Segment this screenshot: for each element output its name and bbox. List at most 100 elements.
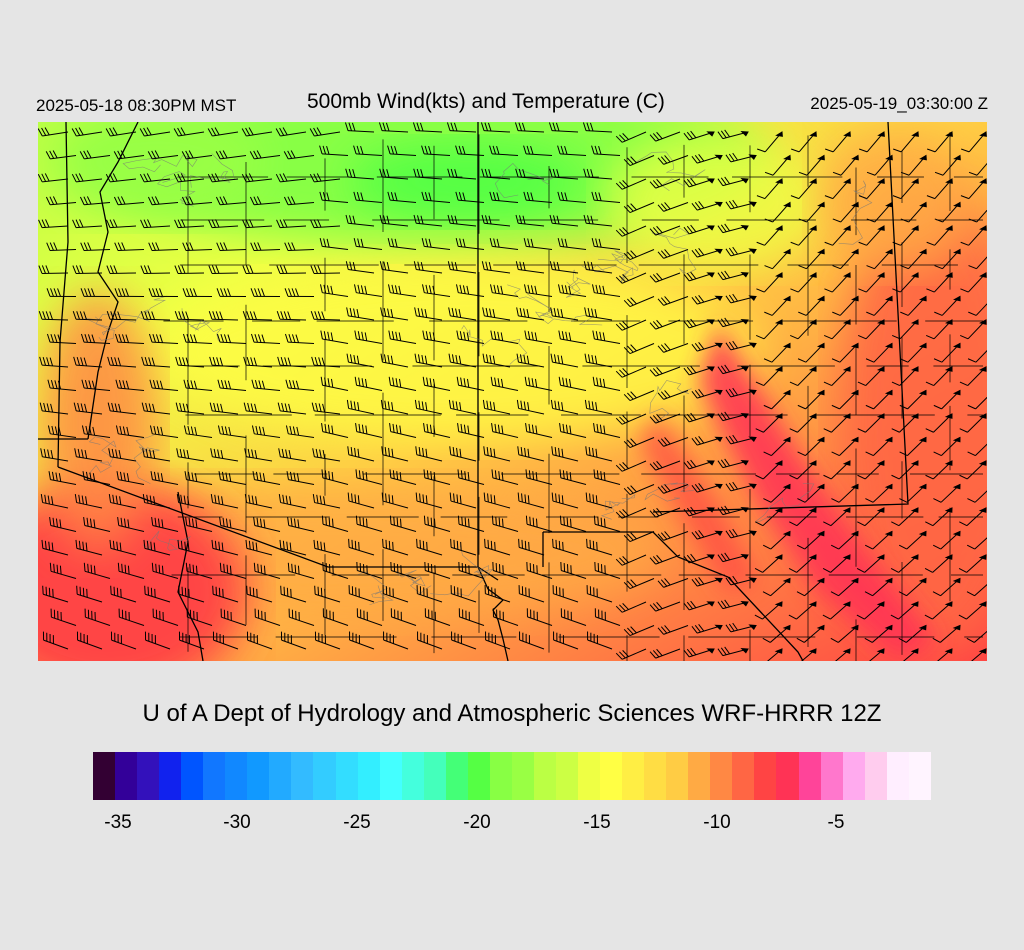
wind-barb (586, 538, 613, 556)
wind-barb (552, 538, 579, 556)
wind-barb (321, 469, 349, 485)
colorbar-swatch (445, 752, 468, 800)
wind-barb (657, 343, 689, 353)
colorbar-swatch (203, 752, 226, 800)
wind-barb (691, 435, 723, 446)
wind-barb (824, 272, 851, 293)
colorbar-swatch (159, 752, 182, 800)
wind-barb (657, 437, 689, 447)
wind-barb (284, 242, 315, 252)
wind-barb (859, 131, 885, 153)
wind-barb (245, 539, 273, 556)
wind-barb (649, 413, 681, 424)
wind-barb (623, 296, 655, 308)
wind-barb (550, 353, 579, 368)
wind-barb (897, 648, 919, 661)
wind-barb (387, 191, 417, 203)
wind-barb (185, 516, 213, 532)
wind-barb (481, 168, 511, 180)
wind-barb (321, 423, 349, 438)
wind-barb (148, 288, 179, 297)
wind-barb (515, 261, 545, 274)
wind-barb (149, 379, 179, 391)
wind-barb (518, 585, 545, 603)
wind-barb (176, 494, 205, 509)
colorbar-swatch (864, 752, 887, 800)
colorbar-swatch (313, 752, 336, 800)
wind-barb (623, 390, 655, 402)
wind-barb (657, 296, 689, 306)
wind-barb (72, 219, 103, 229)
wind-barb (797, 342, 825, 363)
wind-barb (115, 379, 145, 391)
wind-barb (150, 471, 179, 485)
wind-barb (73, 402, 103, 415)
wind-barb (593, 423, 621, 438)
wind-barb (933, 342, 961, 363)
wind-barb (649, 601, 681, 612)
wind-barb (657, 578, 689, 588)
wind-barb (284, 333, 315, 344)
wind-barb (79, 150, 111, 160)
wind-barb (524, 330, 553, 344)
wind-barb (691, 294, 723, 305)
wind-barb (147, 196, 179, 206)
colorbar-tick-label: -30 (223, 812, 251, 833)
wind-barb (74, 494, 103, 509)
wind-barb (288, 608, 315, 626)
colorbar-swatch (666, 752, 689, 800)
wind-barb (864, 577, 893, 597)
wind-barb (615, 413, 647, 425)
wind-barb (387, 284, 417, 297)
wind-barb (241, 173, 273, 183)
wind-barb (116, 471, 145, 485)
wind-barb (526, 561, 553, 579)
wind-barb (523, 237, 553, 250)
wind-barb (891, 319, 919, 340)
wind-barb (349, 631, 375, 650)
wind-barb (243, 356, 273, 368)
wind-barb (649, 366, 681, 377)
wind-barb (246, 585, 273, 603)
wind-barb (175, 356, 205, 368)
wind-barb (657, 531, 689, 541)
wind-barb (421, 191, 451, 203)
wind-barb (717, 270, 749, 281)
wind-barb (754, 601, 783, 620)
wind-barb (421, 284, 451, 297)
wind-barb (615, 554, 647, 566)
temperature-colorbar (93, 752, 931, 800)
wind-barb (649, 178, 681, 189)
wind-barb (81, 379, 111, 391)
wind-barb (491, 515, 519, 532)
wind-barb (312, 494, 341, 509)
wind-barb (858, 225, 885, 246)
wind-barb (182, 288, 213, 297)
wind-barb (348, 585, 375, 603)
wind-barb (108, 494, 137, 509)
wind-barb (832, 248, 859, 270)
wind-barb (857, 507, 885, 527)
colorbar-swatch (644, 752, 667, 800)
wind-barb (558, 330, 587, 344)
wind-barb (523, 145, 553, 156)
wind-barb (967, 436, 987, 457)
wind-barb (490, 376, 519, 391)
wind-barb (107, 356, 137, 368)
wind-barb (857, 460, 885, 480)
wind-barb (525, 515, 553, 532)
wind-barb (458, 561, 485, 579)
wind-barb (796, 530, 825, 550)
wind-barb (244, 494, 273, 509)
wind-barb (754, 554, 783, 573)
wind-barb (348, 538, 375, 556)
wind-barb (591, 284, 621, 297)
wind-barb (39, 402, 69, 415)
wind-barb (857, 413, 885, 433)
wind-barb (421, 237, 451, 250)
wind-barb (790, 272, 817, 293)
wind-barb (797, 436, 825, 457)
wind-barb (251, 379, 281, 391)
wind-barb (320, 376, 349, 391)
wind-barb (107, 402, 137, 415)
